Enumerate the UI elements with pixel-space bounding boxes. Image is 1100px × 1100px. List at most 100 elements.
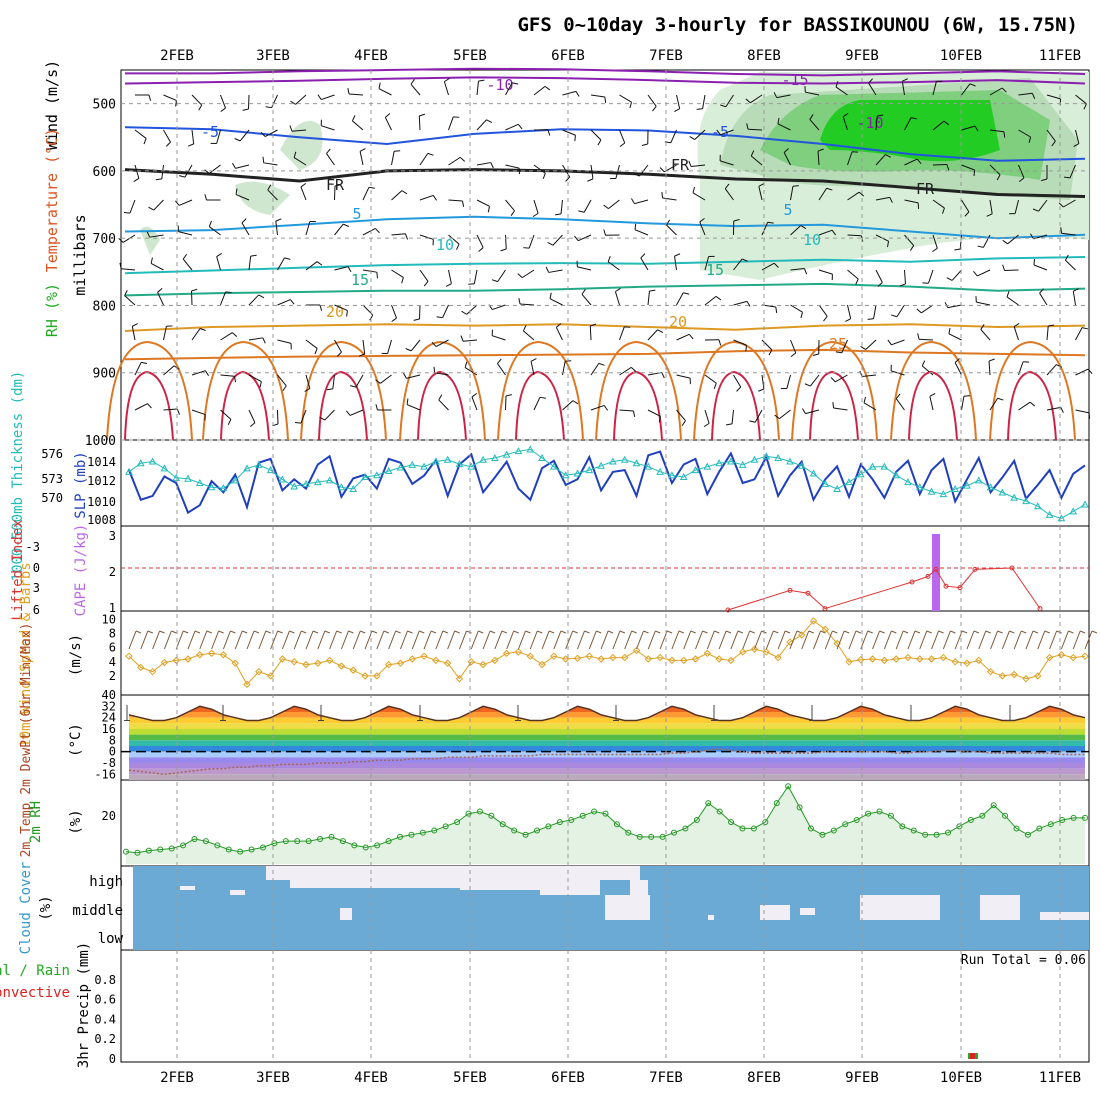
wind-barb-flag <box>938 630 944 634</box>
upper-wind-barb-flag <box>250 422 256 427</box>
thickness-point <box>1010 493 1019 501</box>
upper-wind-barb-flag <box>885 154 891 158</box>
thickness-point <box>420 462 428 470</box>
upper-wind-barb <box>817 150 820 166</box>
upper-wind-barb-flag <box>433 366 436 373</box>
upper-wind-barb-flag <box>988 358 995 362</box>
upper-wind-barb-flag <box>351 115 356 122</box>
upper-wind-barb <box>904 234 915 246</box>
upper-wind-barb-flag <box>640 253 646 259</box>
wind-barb <box>541 630 550 650</box>
thickness-y-tick: 570 <box>41 491 63 505</box>
upper-wind-barb <box>419 194 434 201</box>
upper-wind-barb <box>647 329 658 341</box>
upper-wind-barb-flag <box>803 268 808 275</box>
upper-wind-barb-flag <box>720 104 727 108</box>
upper-wind-barb-flag <box>941 207 945 214</box>
rh-point <box>625 829 632 836</box>
upper-wind-barb <box>560 199 563 214</box>
cloud-clear <box>630 880 648 895</box>
thickness-point <box>136 459 145 467</box>
upper-wind-barb-flag <box>227 419 232 425</box>
thickness-point <box>384 466 393 474</box>
upper-wind-barb-flag <box>629 102 632 109</box>
wind-barb <box>978 630 987 650</box>
upper-wind-barb-flag <box>376 272 379 279</box>
upper-wind-barb-flag <box>500 248 507 252</box>
upper-wind-barb-flag <box>259 381 262 388</box>
rh-shading-small1 <box>280 120 323 170</box>
rh-label: RH (%) <box>43 283 61 337</box>
upper-wind-barb-flag <box>199 328 206 332</box>
thickness-point <box>786 457 794 465</box>
upper-wind-barb <box>305 339 318 349</box>
upper-wind-barb-flag <box>241 218 247 224</box>
upper-wind-barb-flag <box>1003 131 1006 138</box>
upper-wind-barb <box>805 409 820 415</box>
wind-barb-flag <box>206 630 213 634</box>
upper-wind-barb <box>704 256 710 271</box>
wind-barb <box>482 630 491 650</box>
wind-speed-point <box>550 652 558 660</box>
upper-wind-barb-flag <box>773 262 779 268</box>
upper-wind-barb <box>191 409 206 416</box>
upper-wind-barb <box>805 91 820 96</box>
upper-wind-barb-flag <box>547 242 554 246</box>
upper-wind-barb <box>989 199 993 214</box>
wind-barb <box>447 630 456 650</box>
rh-point <box>339 838 346 845</box>
wind-speed-point <box>420 652 428 660</box>
upper-wind-barb-flag <box>831 229 837 236</box>
contour-30 <box>497 340 584 441</box>
li-point <box>957 585 963 591</box>
rh-point <box>248 846 255 853</box>
wind-speed-point <box>857 655 865 664</box>
temp-y-tick: 8 <box>109 733 116 747</box>
rh-point <box>408 831 415 838</box>
cloud-clear <box>352 866 640 880</box>
wind-barb-flag <box>1091 630 1098 634</box>
upper-wind-barb-flag <box>615 287 621 293</box>
upper-wind-barb <box>326 153 335 166</box>
rh-point <box>842 821 849 828</box>
upper-wind-barb <box>505 234 507 250</box>
wind-speed-point <box>160 658 169 667</box>
wind-barb-flag <box>1056 630 1062 634</box>
upper-wind-barb-flag <box>336 351 342 357</box>
upper-wind-barb <box>267 189 278 201</box>
upper-wind-barb <box>980 329 991 341</box>
thickness-point <box>904 478 912 486</box>
upper-wind-barb <box>747 128 763 131</box>
upper-wind-barb-flag <box>431 341 437 347</box>
upper-y-tick: 900 <box>93 367 116 382</box>
thickness-y-tick: 576 <box>41 447 63 461</box>
rh-point <box>225 846 232 853</box>
thickness-point <box>313 478 322 486</box>
upper-wind-barb-flag <box>1051 140 1056 147</box>
wind-barb-flag <box>655 630 661 634</box>
upper-wind-barb <box>378 88 392 96</box>
wind-barb <box>246 630 255 650</box>
upper-wind-barb-flag <box>346 310 348 317</box>
upper-wind-barb-flag <box>1064 176 1071 179</box>
li-y-tick: 0 <box>33 561 40 575</box>
wind-speed-point <box>491 656 499 665</box>
upper-wind-barb-flag <box>133 178 140 183</box>
upper-wind-barb <box>552 234 563 246</box>
upper-wind-barb <box>720 129 734 136</box>
rh-point <box>762 819 769 826</box>
upper-wind-barb-flag <box>368 186 375 189</box>
upper-wind-barb <box>929 396 934 411</box>
upper-wind-barb-flag <box>258 294 265 299</box>
upper-wind-barb-flag <box>326 388 333 391</box>
upper-wind-barb <box>476 199 490 207</box>
upper-wind-barb-flag <box>510 210 515 216</box>
wind-barb-flag <box>902 630 909 634</box>
wind-barb <box>553 630 562 650</box>
upper-wind-barb <box>476 119 487 131</box>
wind-barb <box>329 630 338 650</box>
temp-band <box>129 734 1085 741</box>
upper-wind-barb <box>131 326 136 341</box>
wind-speed-point <box>396 659 405 667</box>
wind-barb <box>1049 630 1058 650</box>
